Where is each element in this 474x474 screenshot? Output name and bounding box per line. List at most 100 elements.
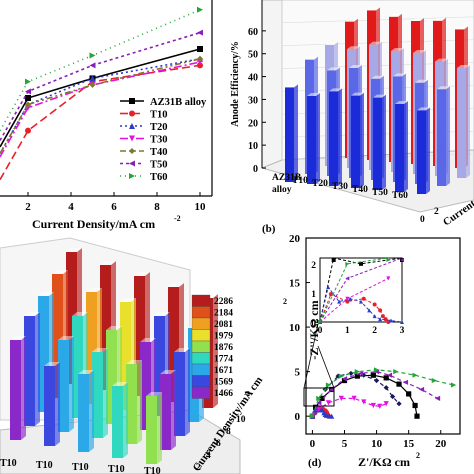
legend-label: T50 [150, 160, 168, 171]
data-point [25, 78, 31, 85]
data-point [89, 81, 96, 88]
bar-side [446, 86, 450, 186]
data-point [412, 372, 418, 378]
bar-side [426, 107, 430, 194]
bar [457, 65, 470, 178]
data-point [396, 401, 402, 407]
bar-top [347, 46, 360, 50]
x-tick-label: T10 [72, 462, 89, 473]
bar-top [120, 298, 136, 302]
bar [351, 92, 364, 188]
bar-top [160, 370, 176, 374]
inset-data-point [345, 296, 350, 301]
colorbar-label: 2286 [214, 297, 233, 307]
bar-top [305, 56, 318, 60]
category-label: T30 [332, 182, 348, 192]
inset-plot: 0 1 2 3 0 1 2 [311, 257, 405, 336]
inset-data-point [386, 276, 391, 281]
depth-tick-label: 2 [434, 207, 439, 217]
bar-front [92, 352, 103, 438]
bar [146, 392, 162, 464]
colorbar-label: 1876 [214, 343, 233, 353]
depth-tick-label: 6 [216, 439, 221, 449]
data-point [414, 413, 420, 419]
y-tick-label: 30 [248, 95, 258, 106]
legend-marker [129, 173, 135, 179]
colorbar-cell [191, 294, 211, 307]
bar-front [134, 276, 145, 396]
inset-data-point [359, 299, 363, 304]
colorbar-cell [191, 317, 211, 330]
bar-front [160, 374, 171, 450]
inset-data-point [359, 261, 363, 266]
inset-y-tick-label: 2 [311, 261, 316, 271]
inset-data-point [345, 261, 350, 266]
data-point [25, 127, 31, 134]
inset-data-point [361, 296, 366, 301]
x-tick-label: 2 [25, 201, 31, 213]
bar [285, 84, 298, 182]
bar-top [351, 92, 364, 96]
bar-side [360, 92, 364, 188]
back-wall-left [261, 0, 283, 169]
y-tick-label: 20 [248, 118, 258, 129]
colorbar-label: 2081 [214, 320, 233, 330]
data-point [386, 372, 393, 378]
bar-front [351, 95, 360, 188]
bar [44, 362, 60, 446]
bar-top [391, 48, 404, 51]
inset-data-point [378, 308, 383, 313]
bar-front [38, 296, 49, 412]
inset-series-line [319, 285, 403, 323]
bar-top [140, 338, 156, 342]
inset-data-point [400, 258, 404, 262]
bar-front [285, 87, 294, 182]
zoom-connector [317, 345, 335, 389]
data-point [418, 386, 425, 393]
data-point [325, 400, 332, 406]
inset-data-point [400, 320, 404, 324]
data-point [338, 395, 344, 401]
depth-tick-label: 8 [226, 427, 231, 437]
bar-side [123, 382, 128, 458]
data-point [373, 367, 380, 373]
data-point [89, 52, 96, 59]
data-point [383, 401, 389, 407]
bar-top [345, 18, 358, 22]
bar-top [369, 41, 382, 45]
bar [174, 348, 190, 436]
zoom-box [303, 387, 335, 407]
legend-marker [129, 110, 135, 117]
data-point [412, 402, 418, 409]
data-point [361, 399, 367, 405]
series-line-T60 [0, 9, 201, 132]
bar-side [157, 392, 162, 464]
category-label: T50 [372, 188, 388, 198]
inset-data-point [318, 320, 322, 324]
colorbar-cell [191, 352, 211, 365]
bar-top [433, 17, 446, 21]
x-axis-title: Z'/KΩ cm [358, 455, 410, 469]
bar-front [417, 110, 426, 194]
bar-top [154, 312, 170, 316]
inset-x-tick-label: 3 [400, 326, 405, 336]
series-line-T30 [0, 61, 201, 158]
bar-side [213, 294, 218, 408]
colorbar-label: 2184 [214, 309, 233, 319]
category-label-extra: alloy [272, 185, 292, 195]
bar-front [140, 342, 151, 430]
depth-tick-label: 4 [206, 451, 211, 461]
data-point [197, 59, 203, 66]
y-tick-label: 50 [248, 50, 258, 61]
data-point [329, 413, 335, 419]
bar-side [382, 94, 386, 190]
bar-front [72, 316, 83, 418]
data-point [377, 403, 383, 409]
bar-top [72, 312, 88, 316]
data-point [325, 382, 332, 388]
data-point [393, 369, 399, 375]
bar-side [294, 84, 298, 182]
data-point [370, 372, 376, 378]
